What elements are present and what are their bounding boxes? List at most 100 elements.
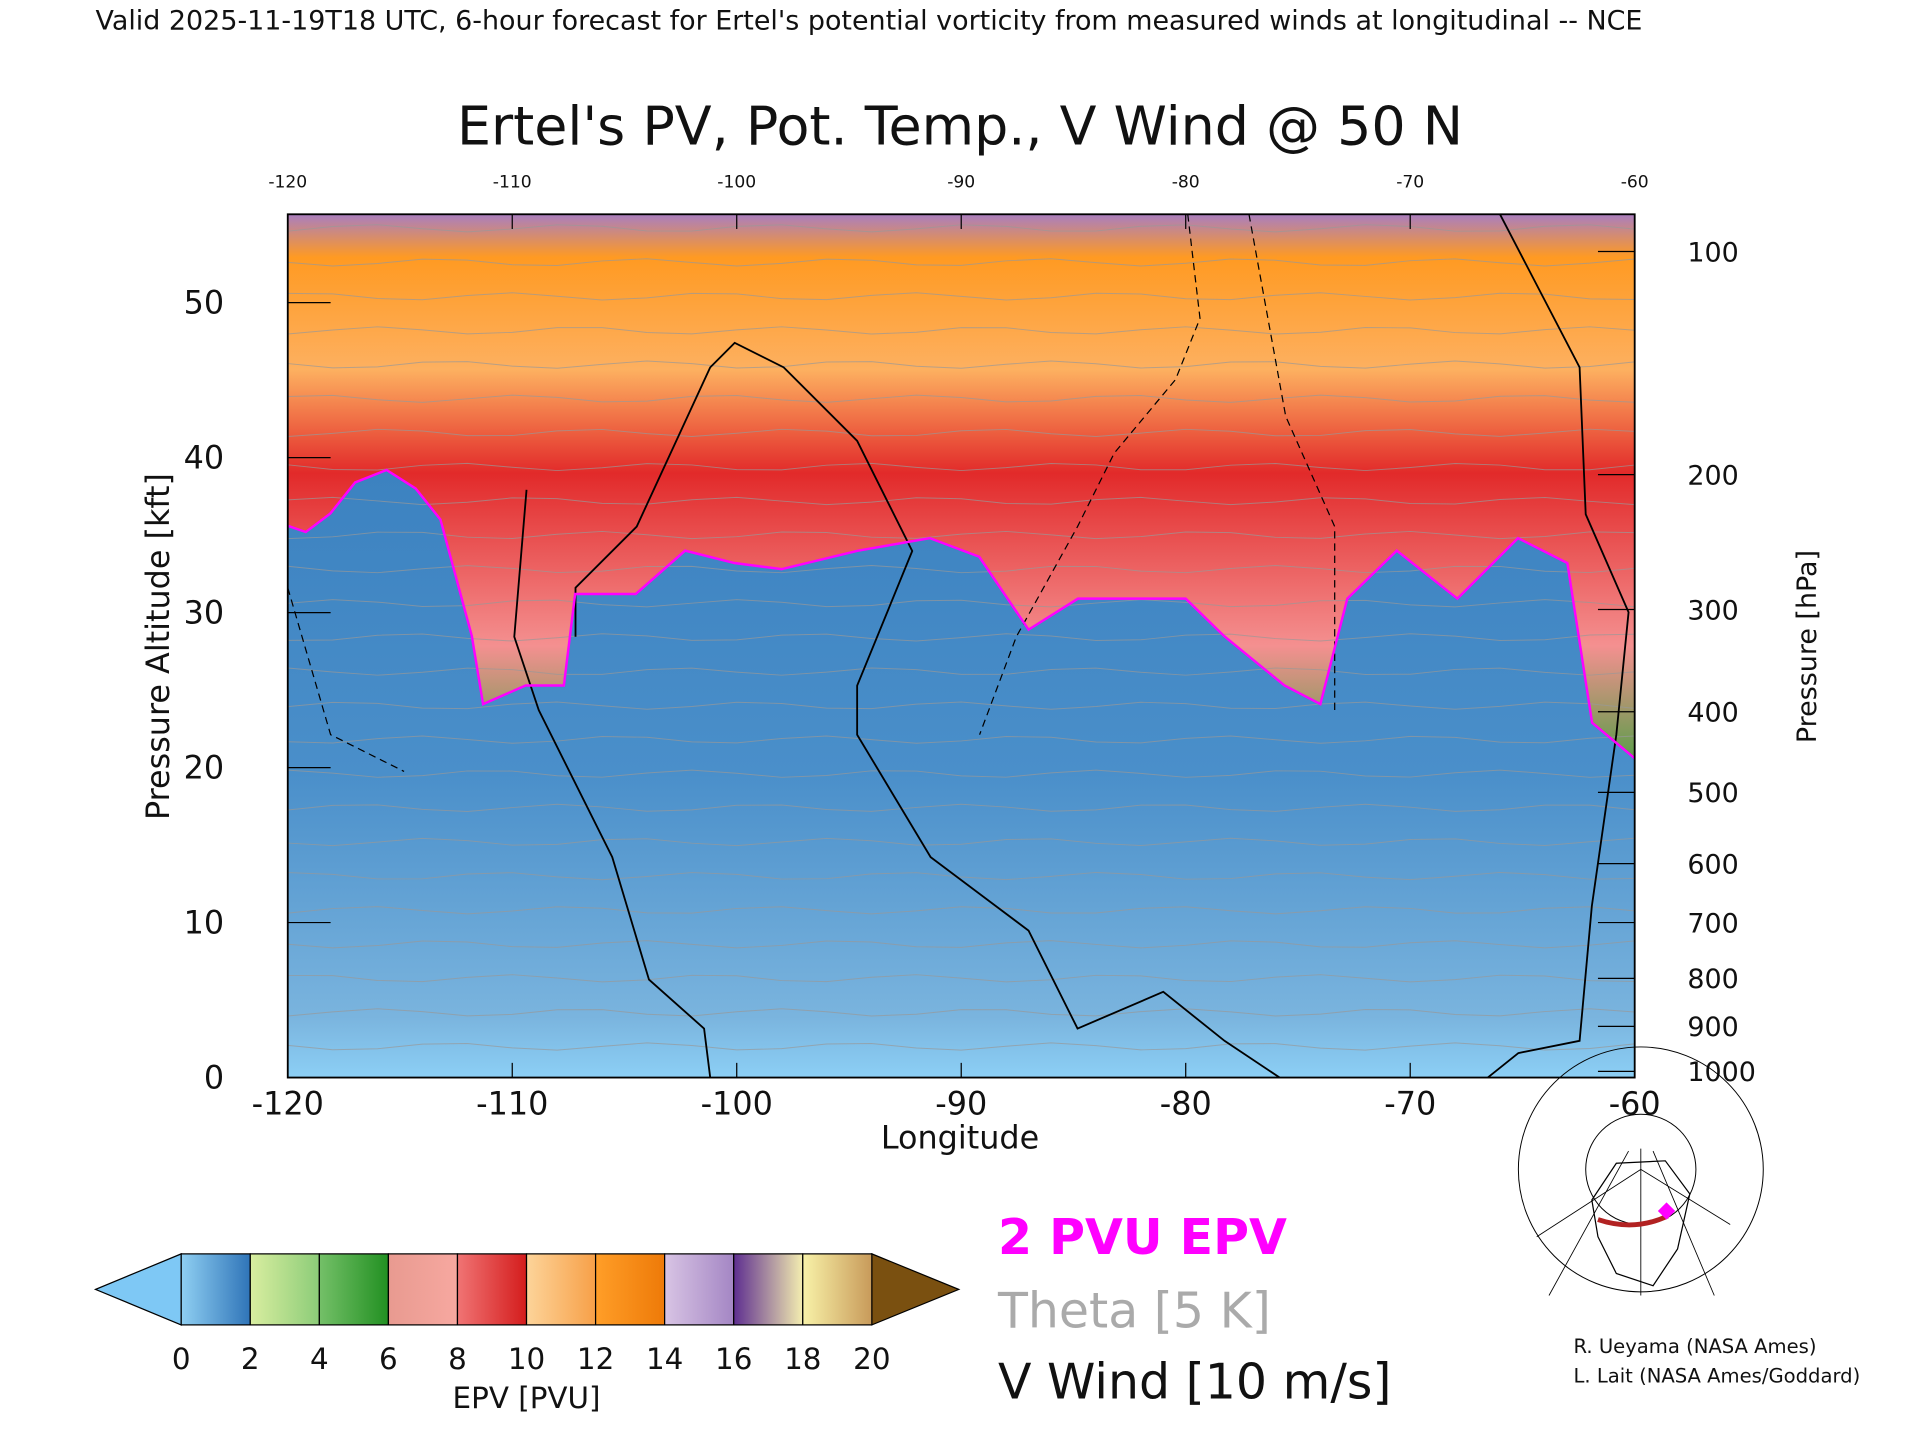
- chart-title: Ertel's PV, Pot. Temp., V Wind @ 50 N: [457, 94, 1463, 157]
- theta-contour: [287, 667, 1635, 676]
- x-top-tick-label: -110: [493, 172, 532, 192]
- pressure-tick-label: 800: [1687, 964, 1738, 995]
- theta-contour: [287, 1008, 1635, 1017]
- colorbar-over-arrow: [871, 1252, 961, 1326]
- legend-pv: 2 PVU EPV: [998, 1209, 1287, 1266]
- locator-map: [1517, 1046, 1764, 1296]
- pressure-tick-label: 700: [1687, 908, 1738, 939]
- v-wind-dashed-contour: [287, 214, 1336, 772]
- theta-contour: [287, 1042, 1635, 1051]
- colorbar-label: EPV [PVU]: [453, 1381, 601, 1415]
- colorbar-segment: [733, 1253, 804, 1326]
- endpoint-marker: [1657, 1202, 1676, 1220]
- colorbar-segment: [249, 1253, 320, 1326]
- theta-contour: [287, 837, 1635, 847]
- theta-contour: [287, 906, 1635, 915]
- x-tick-label: -80: [1160, 1084, 1212, 1122]
- colorbar-tick-label: 8: [448, 1342, 467, 1376]
- x-top-tick-label: -80: [1172, 172, 1200, 192]
- y-tick-label: 10: [184, 904, 225, 942]
- theta-contour: [287, 462, 1635, 472]
- 2pvu-contour: [287, 468, 1635, 760]
- y-tick-label: 30: [184, 594, 225, 632]
- colorbar-tick-label: 6: [379, 1342, 398, 1376]
- theta-contour: [287, 599, 1635, 608]
- x-top-tick-label: -60: [1621, 172, 1649, 192]
- v-wind-zero-contour: [1487, 214, 1630, 1078]
- colorbar-segment: [387, 1253, 459, 1326]
- troposphere-field: [287, 469, 1635, 1078]
- x-tick-label: -100: [701, 1084, 773, 1122]
- y-tick-label: 40: [184, 439, 225, 477]
- theta-contour: [287, 360, 1635, 369]
- theta-contour: [287, 394, 1635, 403]
- colorbar-tick-label: 12: [577, 1342, 614, 1376]
- colorbar-segment: [180, 1253, 251, 1326]
- theta-contour: [287, 871, 1635, 881]
- plot-area: [287, 214, 1635, 1078]
- x-top-tick-label: -120: [268, 172, 307, 192]
- colorbar-tick-label: 18: [784, 1342, 821, 1376]
- theta-contour: [287, 496, 1635, 506]
- x-top-tick-label: -90: [947, 172, 975, 192]
- theta-contour: [287, 564, 1635, 574]
- colorbar-segment: [525, 1253, 597, 1326]
- pressure-tick-label: 500: [1687, 778, 1738, 809]
- x-tick-label: -60: [1609, 1084, 1661, 1122]
- x-tick-label: -110: [476, 1084, 548, 1122]
- pressure-tick-label: 400: [1687, 698, 1738, 729]
- header-text: Valid 2025-11-19T18 UTC, 6-hour forecast…: [96, 5, 1643, 36]
- theta-contour: [287, 428, 1635, 438]
- theta-contour: [287, 974, 1635, 983]
- colorbar-tick-label: 0: [172, 1342, 191, 1376]
- theta-contour: [287, 633, 1635, 642]
- x-top-tick-label: -70: [1396, 172, 1424, 192]
- colorbar-segment: [664, 1253, 735, 1326]
- x-tick-label: -120: [252, 1084, 324, 1122]
- v-wind-zero-contour: [513, 489, 712, 1078]
- colorbar-segment: [594, 1253, 666, 1326]
- y2-axis-label: Pressure [hPa]: [1792, 550, 1823, 743]
- v-wind-zero-contour: [574, 341, 1281, 1078]
- colorbar-tick-label: 2: [241, 1342, 260, 1376]
- y-tick-label: 50: [184, 284, 225, 322]
- colorbar-tick-label: 20: [853, 1342, 890, 1376]
- x-top-tick-label: -100: [717, 172, 756, 192]
- theta-contour: [287, 735, 1635, 744]
- colorbar-tick-label: 14: [646, 1342, 683, 1376]
- legend-wind: V Wind [10 m/s]: [998, 1353, 1392, 1410]
- y-tick-label: 20: [184, 749, 225, 787]
- theta-contour: [287, 803, 1635, 812]
- theta-contour: [287, 292, 1635, 301]
- colorbar-under-arrow: [93, 1252, 182, 1326]
- legend-theta: Theta [5 K]: [997, 1282, 1271, 1339]
- y-axis-label: Pressure Altitude [kft]: [139, 473, 177, 820]
- x-axis-label: Longitude: [881, 1119, 1039, 1157]
- cross-section-track: [1597, 1213, 1669, 1228]
- credit-line: L. Lait (NASA Ames/Goddard): [1573, 1364, 1860, 1387]
- x-tick-label: -70: [1384, 1084, 1436, 1122]
- pressure-tick-label: 200: [1687, 460, 1738, 491]
- pressure-tick-label: 900: [1687, 1012, 1738, 1043]
- theta-contour: [287, 326, 1635, 335]
- theta-contour: [287, 769, 1635, 778]
- theta-contour: [287, 258, 1635, 267]
- credit-line: R. Ueyama (NASA Ames): [1573, 1335, 1816, 1358]
- colorbar-segment: [318, 1253, 390, 1326]
- colorbar: 0 2 4 6 8 10 12 14 16 18 20: [93, 1252, 961, 1376]
- pressure-tick-label: 300: [1687, 595, 1738, 626]
- pressure-tick-label: 100: [1687, 237, 1738, 268]
- x-tick-label: -90: [935, 1084, 987, 1122]
- colorbar-segment: [802, 1253, 873, 1326]
- theta-contour: [287, 940, 1635, 949]
- colorbar-tick-label: 16: [715, 1342, 752, 1376]
- y-tick-label: 0: [204, 1059, 224, 1097]
- colorbar-tick-label: 10: [508, 1342, 545, 1376]
- colorbar-tick-label: 4: [310, 1342, 329, 1376]
- pressure-tick-label: 1000: [1687, 1057, 1756, 1088]
- pressure-tick-label: 600: [1687, 849, 1738, 880]
- theta-contour: [287, 701, 1635, 710]
- colorbar-segment: [456, 1253, 528, 1326]
- theta-contour: [287, 530, 1635, 540]
